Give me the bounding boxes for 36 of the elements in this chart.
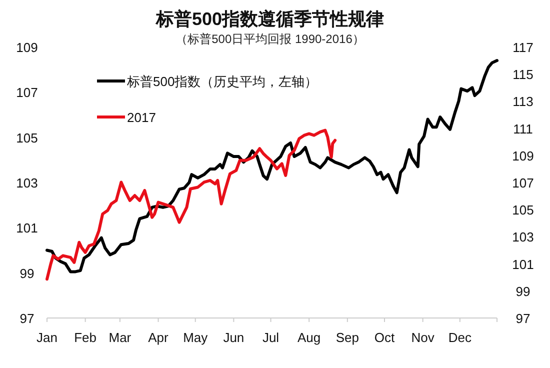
x-tick-label: Nov <box>411 330 435 345</box>
y-tick-label: 97 <box>20 311 34 326</box>
y-tick-label: 99 <box>20 266 34 281</box>
y-tick-label: 107 <box>16 85 38 100</box>
legend-label: 2017 <box>127 110 156 125</box>
y2-tick-label: 113 <box>512 94 534 110</box>
x-tick-label: Dec <box>448 330 472 345</box>
y2-tick-label: 105 <box>512 202 534 218</box>
y2-tick-label: 115 <box>512 67 534 82</box>
y-tick-label: 109 <box>16 40 38 55</box>
y2-tick-label: 107 <box>512 176 534 190</box>
x-tick-label: Jan <box>36 330 58 345</box>
y2-tick-label: 99 <box>516 284 530 299</box>
y2-tick-label: 111 <box>513 121 533 136</box>
x-tick-label: Oct <box>374 330 395 345</box>
y-tick-label: 101 <box>16 220 38 236</box>
y2-tick-label: 103 <box>512 230 534 245</box>
line-series <box>46 59 498 274</box>
legend-label: 标普500指数（历史平均，左轴） <box>126 74 318 89</box>
chart-title: 标普500指数遵循季节性规律 <box>154 9 384 29</box>
x-tick-label: Mar <box>108 330 132 345</box>
x-tick-label: Apr <box>148 330 170 345</box>
x-tick-label: Jun <box>223 330 244 345</box>
y2-tick-label: 117 <box>512 40 534 55</box>
y-tick-label: 103 <box>16 176 38 190</box>
y-tick-label: 105 <box>16 130 38 146</box>
x-tick-label: May <box>183 330 208 345</box>
line-series <box>46 128 337 281</box>
x-tick-label: Jul <box>262 330 280 345</box>
y2-tick-label: 101 <box>512 256 534 272</box>
y2-tick-label: 97 <box>516 311 530 326</box>
y2-tick-label: 109 <box>512 148 534 164</box>
x-tick-label: Feb <box>74 330 97 345</box>
x-tick-label: Sep <box>336 330 359 345</box>
chart-subtitle: （标普500日平均回报 1990-2016） <box>176 32 364 46</box>
x-tick-label: Aug <box>298 330 321 345</box>
